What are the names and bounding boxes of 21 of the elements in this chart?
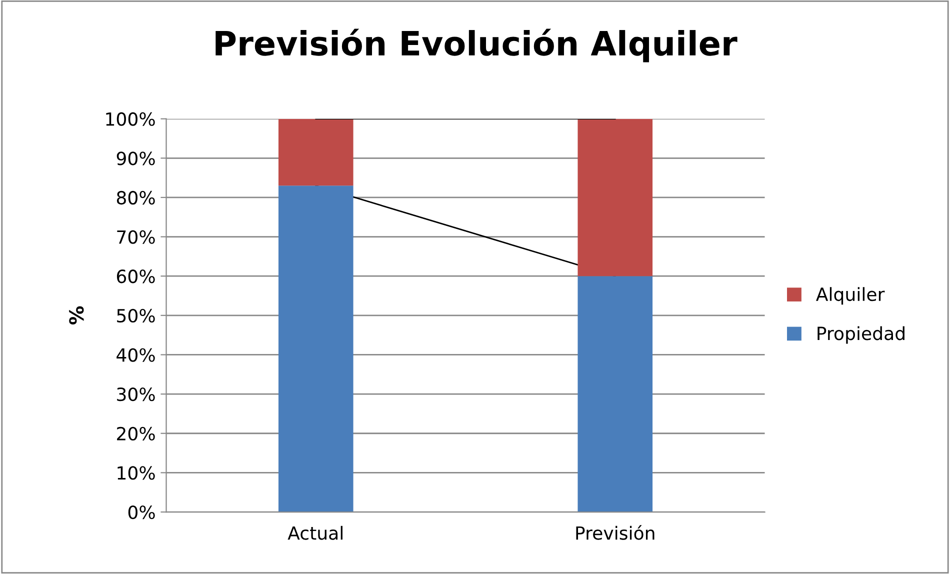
y-tick-label: 70% (117, 230, 155, 244)
y-tick-label: 40% (116, 348, 155, 362)
y-tick-label: 10% (118, 466, 155, 480)
legend-label: Propiedad (818, 326, 904, 344)
y-tick-label: 80% (116, 190, 155, 205)
y-tick-label: 60% (116, 270, 155, 284)
y-tick-label: 30% (117, 388, 155, 402)
bar (278, 118, 354, 186)
y-tick-label: 20% (117, 426, 155, 440)
chart-title: Previsión Evolución Alquiler (216, 28, 738, 62)
y-tick-label: 0% (128, 505, 155, 520)
x-tick-label: Previsión (576, 525, 654, 540)
bar (578, 118, 653, 276)
bar (578, 276, 653, 512)
bar (278, 186, 354, 512)
y-tick-label: 90% (116, 152, 155, 166)
y-axis-title: % (69, 306, 84, 325)
y-tick-label: 100% (106, 112, 155, 126)
y-tick-label: 50% (117, 308, 155, 323)
legend-label: Alquiler (816, 287, 885, 305)
x-tick-label: Actual (288, 526, 342, 540)
